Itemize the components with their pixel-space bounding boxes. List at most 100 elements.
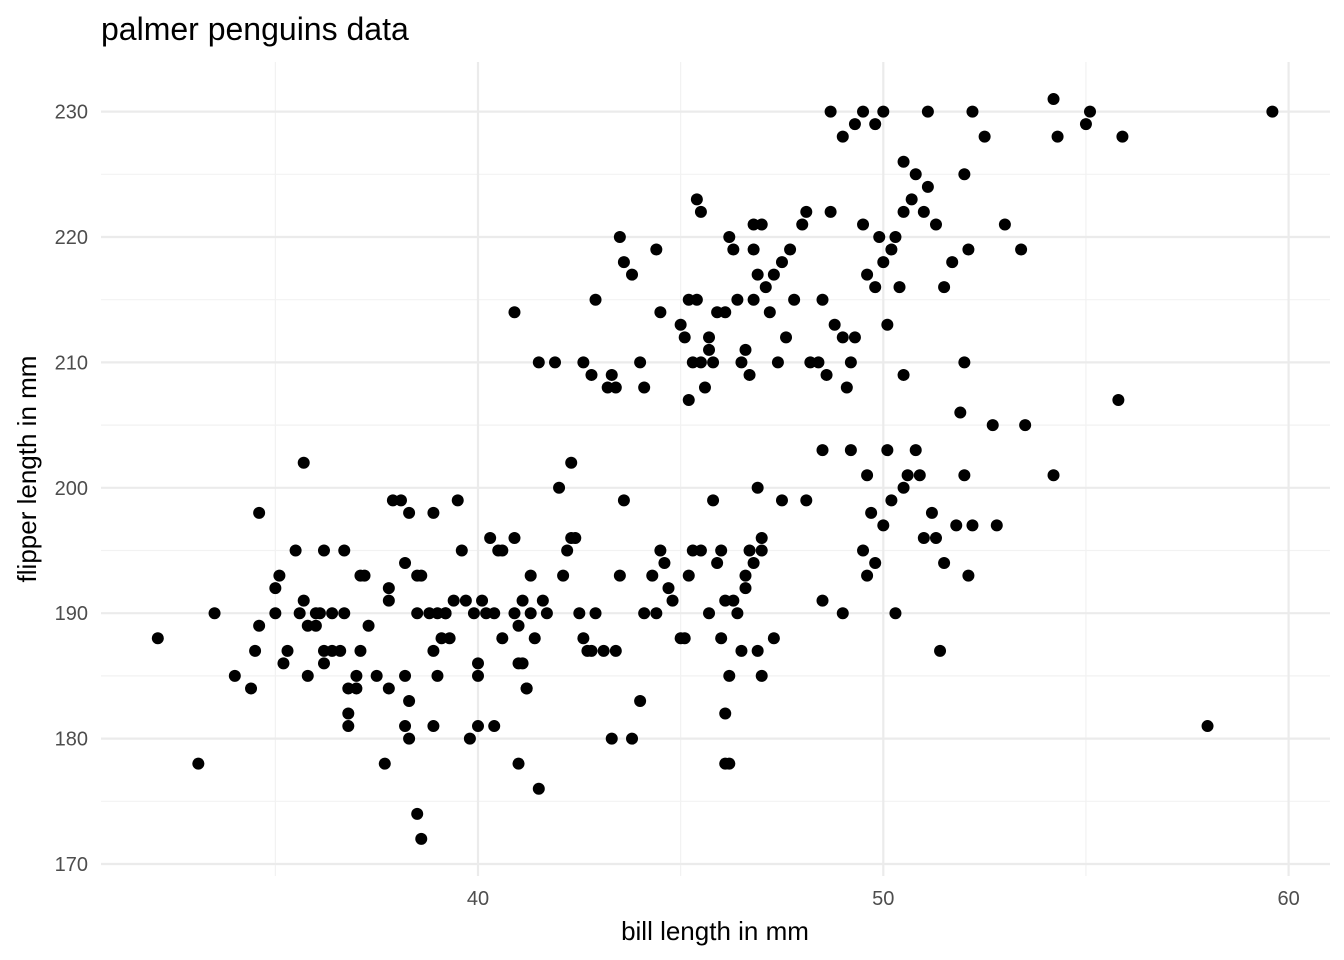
data-point xyxy=(857,105,870,118)
data-point xyxy=(496,632,509,645)
data-point xyxy=(532,356,545,369)
data-point xyxy=(719,707,732,720)
data-point xyxy=(399,669,412,682)
y-tick-label: 210 xyxy=(55,352,88,374)
data-point xyxy=(516,657,529,670)
data-point xyxy=(938,281,951,294)
data-point xyxy=(638,381,651,394)
data-point xyxy=(707,356,720,369)
data-point xyxy=(338,607,351,620)
x-axis-label: bill length in mm xyxy=(621,916,809,946)
data-point xyxy=(844,356,857,369)
data-point xyxy=(508,607,521,620)
data-point xyxy=(415,569,428,582)
data-point xyxy=(626,732,639,745)
data-point xyxy=(820,368,833,381)
data-point xyxy=(516,594,529,607)
data-point xyxy=(382,582,395,595)
data-point xyxy=(731,607,744,620)
data-point xyxy=(767,268,780,281)
data-point xyxy=(735,356,748,369)
data-point xyxy=(962,569,975,582)
data-point xyxy=(443,632,456,645)
data-point xyxy=(617,494,630,507)
data-point xyxy=(626,268,639,281)
data-point xyxy=(897,155,910,168)
data-point xyxy=(524,569,537,582)
data-point xyxy=(394,494,407,507)
data-point xyxy=(885,243,898,256)
data-point xyxy=(589,607,602,620)
data-point xyxy=(694,356,707,369)
data-point xyxy=(751,268,764,281)
data-point xyxy=(467,607,480,620)
data-point xyxy=(857,218,870,231)
data-point xyxy=(1051,130,1064,143)
data-point xyxy=(934,644,947,657)
data-point xyxy=(617,256,630,269)
data-point xyxy=(496,544,509,557)
y-tick-label: 230 xyxy=(55,102,88,124)
data-point xyxy=(561,544,574,557)
x-tick-label: 40 xyxy=(467,888,489,910)
data-point xyxy=(403,506,416,519)
data-point xyxy=(569,531,582,544)
data-point xyxy=(605,732,618,745)
data-point xyxy=(715,544,728,557)
data-point xyxy=(455,544,468,557)
y-tick-label: 170 xyxy=(55,854,88,876)
data-point xyxy=(747,243,760,256)
data-point xyxy=(816,293,829,306)
data-point xyxy=(958,356,971,369)
data-point xyxy=(577,632,590,645)
data-point xyxy=(399,720,412,733)
data-point xyxy=(293,607,306,620)
data-point xyxy=(342,707,355,720)
data-point xyxy=(382,682,395,695)
data-point xyxy=(763,306,776,319)
data-point xyxy=(966,519,979,532)
data-point xyxy=(743,544,756,557)
data-point xyxy=(929,531,942,544)
data-point xyxy=(597,644,610,657)
data-point xyxy=(654,544,667,557)
data-point xyxy=(719,306,732,319)
data-point xyxy=(585,644,598,657)
data-point xyxy=(836,130,849,143)
data-point xyxy=(415,832,428,845)
data-point xyxy=(755,218,768,231)
data-point xyxy=(634,356,647,369)
y-axis-label: flipper length in mm xyxy=(12,356,42,583)
data-point xyxy=(650,243,663,256)
data-point xyxy=(698,381,711,394)
data-point xyxy=(711,557,724,570)
chart-title: palmer penguins data xyxy=(101,11,409,47)
data-point xyxy=(313,607,326,620)
data-point xyxy=(881,444,894,457)
data-point xyxy=(463,732,476,745)
data-point xyxy=(946,256,959,269)
data-point xyxy=(553,481,566,494)
data-point xyxy=(723,757,736,770)
data-point xyxy=(674,318,687,331)
data-point xyxy=(986,419,999,432)
data-point xyxy=(869,118,882,131)
data-point xyxy=(317,657,330,670)
data-point xyxy=(682,569,695,582)
data-point xyxy=(788,293,801,306)
data-point xyxy=(613,231,626,243)
data-point xyxy=(472,720,484,733)
y-tick-label: 180 xyxy=(55,729,88,751)
data-point xyxy=(966,105,979,118)
data-point xyxy=(609,644,622,657)
data-point xyxy=(978,130,991,143)
data-point xyxy=(192,757,205,770)
data-point xyxy=(816,594,829,607)
data-point xyxy=(707,494,720,507)
data-point xyxy=(755,544,768,557)
data-point xyxy=(998,218,1011,231)
data-point xyxy=(897,368,910,381)
data-point xyxy=(512,757,525,770)
data-point xyxy=(301,669,314,682)
data-point xyxy=(929,218,942,231)
